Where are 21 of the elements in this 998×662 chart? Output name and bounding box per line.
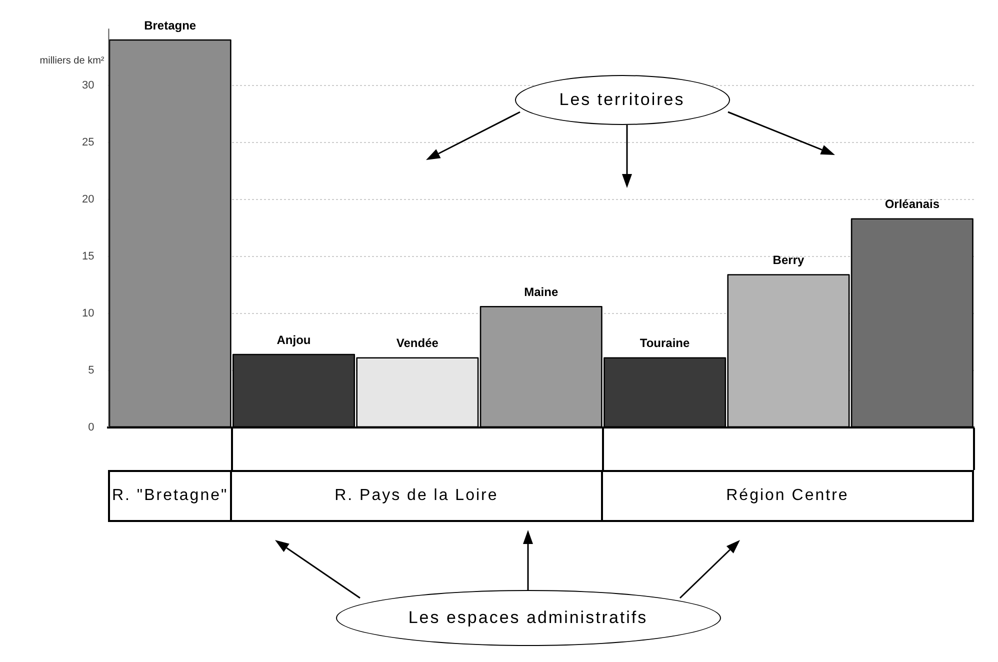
y-tick-label: 30 bbox=[82, 80, 94, 92]
text: Région Centre bbox=[726, 487, 849, 505]
x-tick-label: Anjou bbox=[276, 332, 311, 347]
y-tick-label: 20 bbox=[82, 194, 94, 206]
y-tick-label: 15 bbox=[82, 250, 94, 263]
text: R. Pays de la Loire bbox=[334, 487, 498, 505]
x-tick-label: Touraine bbox=[640, 336, 690, 350]
x-tick-label: Berry bbox=[772, 253, 804, 268]
x-tick-label: Vendée bbox=[396, 336, 439, 350]
y-tick-label: 10 bbox=[82, 307, 94, 320]
annotation: Les territoires bbox=[559, 90, 685, 110]
y-tick-label: 25 bbox=[82, 136, 94, 149]
y-tick-label: 0 bbox=[88, 421, 94, 434]
y-tick-label: 5 bbox=[88, 364, 94, 376]
x-tick-label: Orléanais bbox=[884, 197, 940, 212]
ellipse-callout: Les territoires bbox=[514, 75, 730, 125]
text: R. "Bretagne" bbox=[112, 487, 228, 505]
y-axis-title: milliers de km² bbox=[40, 55, 105, 66]
x-tick-label: Maine bbox=[524, 284, 558, 299]
ellipse-callout: Les espaces administratifs bbox=[336, 590, 720, 646]
x-tick-label: Bretagne bbox=[144, 18, 196, 32]
